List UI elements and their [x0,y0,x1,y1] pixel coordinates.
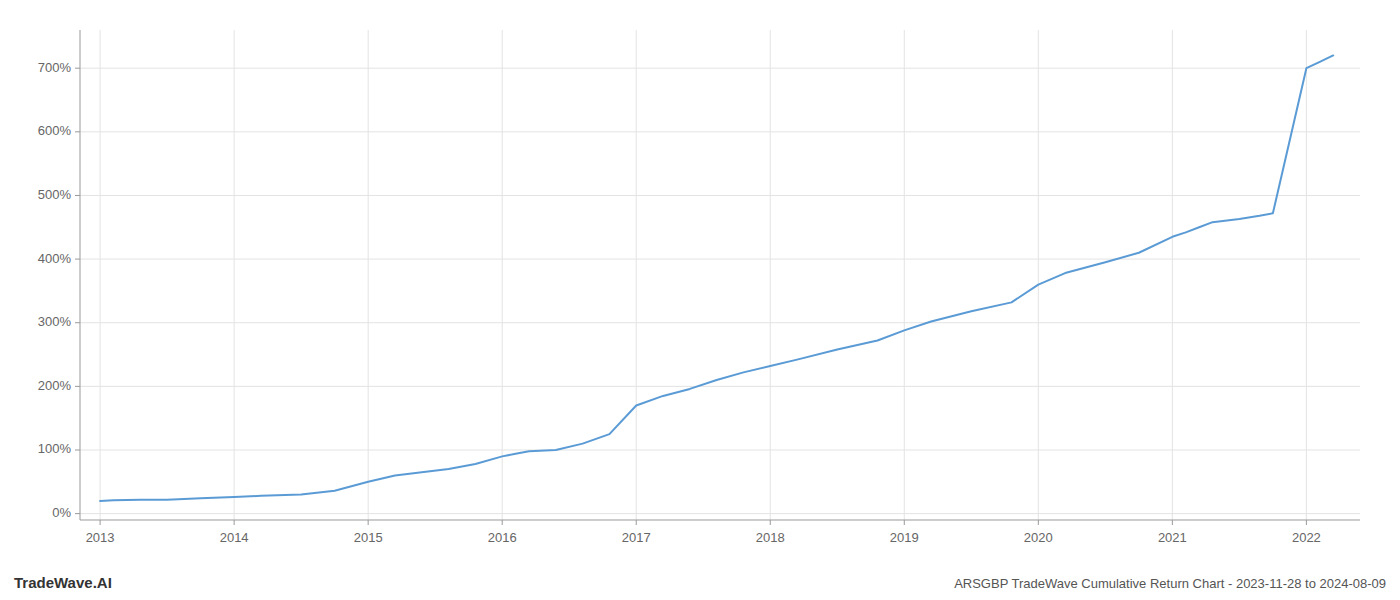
x-tick-label: 2013 [86,530,115,545]
y-tick [75,131,80,132]
y-grid-line [80,131,1360,132]
x-tick [1038,520,1039,525]
x-tick [904,520,905,525]
x-tick-label: 2018 [756,530,785,545]
x-tick [368,520,369,525]
x-tick [770,520,771,525]
watermark: TradeWave.AI [14,574,112,591]
x-grid-line [904,30,905,520]
y-tick [75,450,80,451]
y-tick-label: 600% [38,123,72,138]
y-tick [75,322,80,323]
x-grid-line [502,30,503,520]
y-tick-label: 400% [38,251,72,266]
x-tick [1306,520,1307,525]
x-tick-label: 2022 [1292,530,1321,545]
x-tick-label: 2014 [220,530,249,545]
plot-area [100,55,1333,500]
grid [80,30,1360,520]
x-tick-label: 2021 [1158,530,1187,545]
x-tick-label: 2017 [622,530,651,545]
x-grid-line [234,30,235,520]
x-grid-line [100,30,101,520]
x-tick [100,520,101,525]
y-tick-label: 0% [52,505,71,520]
y-grid-line [80,386,1360,387]
y-tick [75,386,80,387]
x-grid-line [1038,30,1039,520]
y-tick-label: 200% [38,378,72,393]
y-grid-line [80,322,1360,323]
y-tick [75,513,80,514]
y-tick [75,195,80,196]
x-tick-label: 2020 [1024,530,1053,545]
x-tick-label: 2019 [890,530,919,545]
x-axis-line [80,520,1360,521]
title: ARSGBP TradeWave Cumulative Return Chart… [954,576,1386,591]
x-grid-line [770,30,771,520]
y-tick-label: 700% [38,60,72,75]
x-tick-label: 2016 [488,530,517,545]
y-tick [75,68,80,69]
x-tick [636,520,637,525]
x-tick-label: 2015 [354,530,383,545]
y-grid-line [80,195,1360,196]
x-tick [1172,520,1173,525]
line [100,55,1333,500]
y-grid-line [80,68,1360,69]
y-tick [75,259,80,260]
y-grid-line [80,513,1360,514]
x-grid-line [1172,30,1173,520]
x-grid-line [636,30,637,520]
x-tick [234,520,235,525]
x-grid-line [1306,30,1307,520]
x-tick [502,520,503,525]
y-tick-label: 300% [38,314,72,329]
y-tick-label: 100% [38,441,72,456]
chart: 0% 100% 200% 300% 400% 500% 600% 700% 2013 2014 20… [0,0,1400,600]
y-axis-line [80,30,81,520]
y-tick-label: 500% [38,187,72,202]
x-grid-line [368,30,369,520]
y-grid-line [80,259,1360,260]
y-grid-line [80,450,1360,451]
axes: 0% 100% 200% 300% 400% 500% 600% 700% 2013 2014 20… [38,30,1360,545]
